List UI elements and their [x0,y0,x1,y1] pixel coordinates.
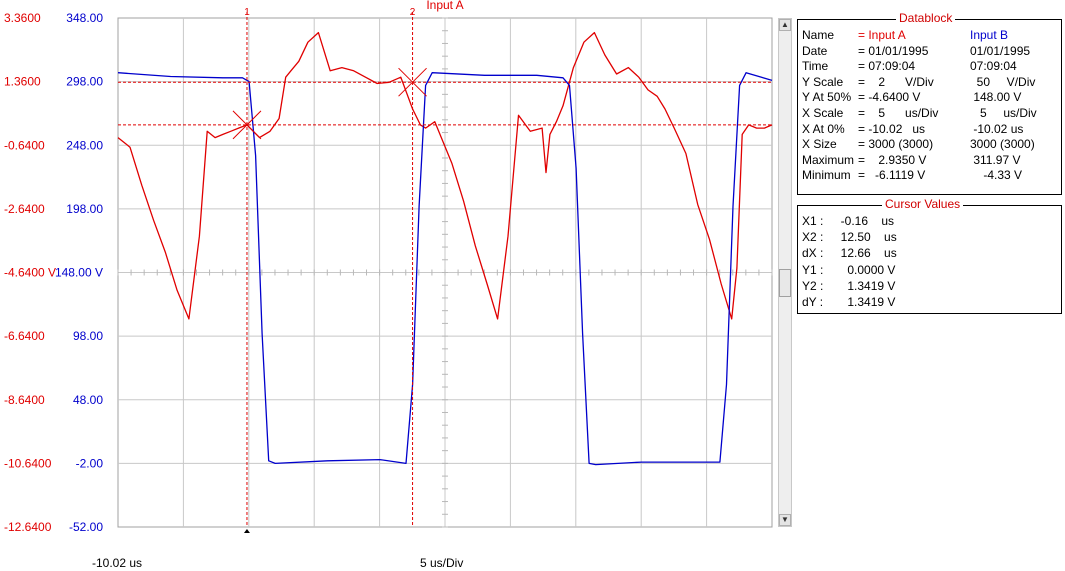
cursor-value-label: dX : [802,246,824,261]
left-axis-tick-label: 1.3600 [4,75,41,89]
datablock-label: X At 0% [802,121,845,136]
cursor-label[interactable]: 2 [410,7,416,18]
right-axis-tick-label: -52.00 [69,520,103,534]
datablock-value-input-b: -10.02 us [970,121,1024,136]
datablock-value-input-a: = Input A [858,28,906,42]
left-axis-tick-label: 3.3600 [4,11,41,25]
datablock-value-input-a: = -6.1119 V [858,168,926,183]
datablock-value-input-a: = 01/01/1995 [858,43,929,58]
oscilloscope-chart: 3.3600 1.3600 -0.6400 -2.6400 -4.6400 V -6.64… [4,0,773,570]
cursor-value: -0.16 us [834,214,895,228]
datablock-label: Maximum [802,152,855,167]
datablock-value-input-b: -4.33 V [970,168,1023,183]
right-axis-ticks: 348.00 298.00 248.00 198.00 148.00 V 98.00 48.… [55,11,103,534]
left-axis-tick-label: -12.6400 [4,520,52,534]
cursor-value: 12.50 us [834,230,897,245]
datablock-value-input-a: = 2.9350 V [858,152,927,167]
trace-input-a [117,31,773,320]
left-axis-tick-label: -0.6400 [4,138,45,152]
datablock-value-input-b: 3000 (3000) [970,137,1035,152]
right-axis-tick-label: 198.00 [66,202,103,216]
cursor-value: 12.66 us [834,246,897,261]
datablock-label: Name [802,28,835,42]
cursor-value: 0.0000 V [834,262,896,277]
datablock-value-input-a: = 5 us/Div [858,106,939,120]
chart-grid [117,17,773,528]
chart-traces [117,31,773,466]
x-scale-label: 5 us/Div [420,556,463,570]
scroll-down-icon[interactable]: ▼ [779,514,791,526]
datablock-label: X Scale [802,106,844,120]
left-axis-tick-label: -10.6400 [4,456,52,470]
datablock-value-input-a: = -4.6400 V [858,90,921,105]
right-axis-tick-label: 298.00 [66,75,103,89]
datablock-value-input-b: 311.97 V [970,152,1021,167]
vertical-scrollbar[interactable]: ▲ ▼ [778,18,792,527]
datablock-label: Minimum [802,168,851,183]
right-axis-tick-label: 148.00 V [55,266,103,280]
left-axis-tick-label: -4.6400 V [4,266,56,280]
trace-input-b [117,72,773,466]
left-axis-tick-label: -8.6400 [4,393,45,407]
datablock-value-input-b: 01/01/1995 [970,43,1031,58]
datablock-label: Date [802,43,828,58]
right-axis-tick-label: 248.00 [66,138,103,152]
datablock-value-input-b: 50 V/Div [970,74,1036,89]
left-axis-tick-label: -2.6400 [4,202,45,216]
scroll-up-icon[interactable]: ▲ [779,19,791,31]
datablock-value-input-a: = 2 V/Div [858,74,934,89]
right-axis-tick-label: 348.00 [66,11,103,25]
datablock-title: Datablock [896,11,956,25]
chart-title: Input A [426,0,463,12]
datablock-value-input-b: 5 us/Div [970,106,1037,120]
cursor-values-title: Cursor Values [882,197,964,211]
cursor-values-panel: Cursor Values X1 : -0.16 us X2 : 12.50 us… [797,197,1062,314]
datablock-value-input-b: Input B [970,28,1009,42]
left-axis-ticks: 3.3600 1.3600 -0.6400 -2.6400 -4.6400 V -6.64… [4,11,56,534]
datablock-value-input-a: = -10.02 us [858,121,926,136]
cursor-value-label: Y1 : [802,262,824,277]
datablock-value-input-b: 148.00 V [970,90,1022,105]
datablock-panel: Datablock Name = Input A Input B Date = 01/0… [797,11,1062,195]
datablock-label: Time [802,59,829,74]
right-axis-tick-label: -2.00 [76,456,104,470]
cursor-label[interactable]: 1 [244,7,250,18]
datablock-label: Y At 50% [802,90,852,105]
x-start-label: -10.02 us [92,556,142,570]
datablock-label: Y Scale [802,74,844,89]
datablock-label: X Size [802,137,837,152]
datablock-value-input-a: = 07:09:04 [858,59,916,74]
cursor-value-label: X1 : [802,214,824,228]
datablock-value-input-a: = 3000 (3000) [858,137,934,152]
right-axis-tick-label: 98.00 [73,329,103,343]
scroll-thumb[interactable] [779,269,791,297]
cursor-cross-marker [398,67,427,97]
cursor-value: 1.3419 V [834,295,896,309]
trigger-marker-icon [243,529,250,533]
cursor-value-label: Y2 : [802,278,824,293]
cursor-cross-marker [232,110,262,140]
cursor-value-label: dY : [802,295,824,309]
left-axis-tick-label: -6.6400 [4,329,45,343]
right-axis-tick-label: 48.00 [73,393,103,407]
datablock-value-input-b: 07:09:04 [970,59,1017,74]
cursor-value-label: X2 : [802,230,824,245]
cursor-value: 1.3419 V [834,278,896,293]
